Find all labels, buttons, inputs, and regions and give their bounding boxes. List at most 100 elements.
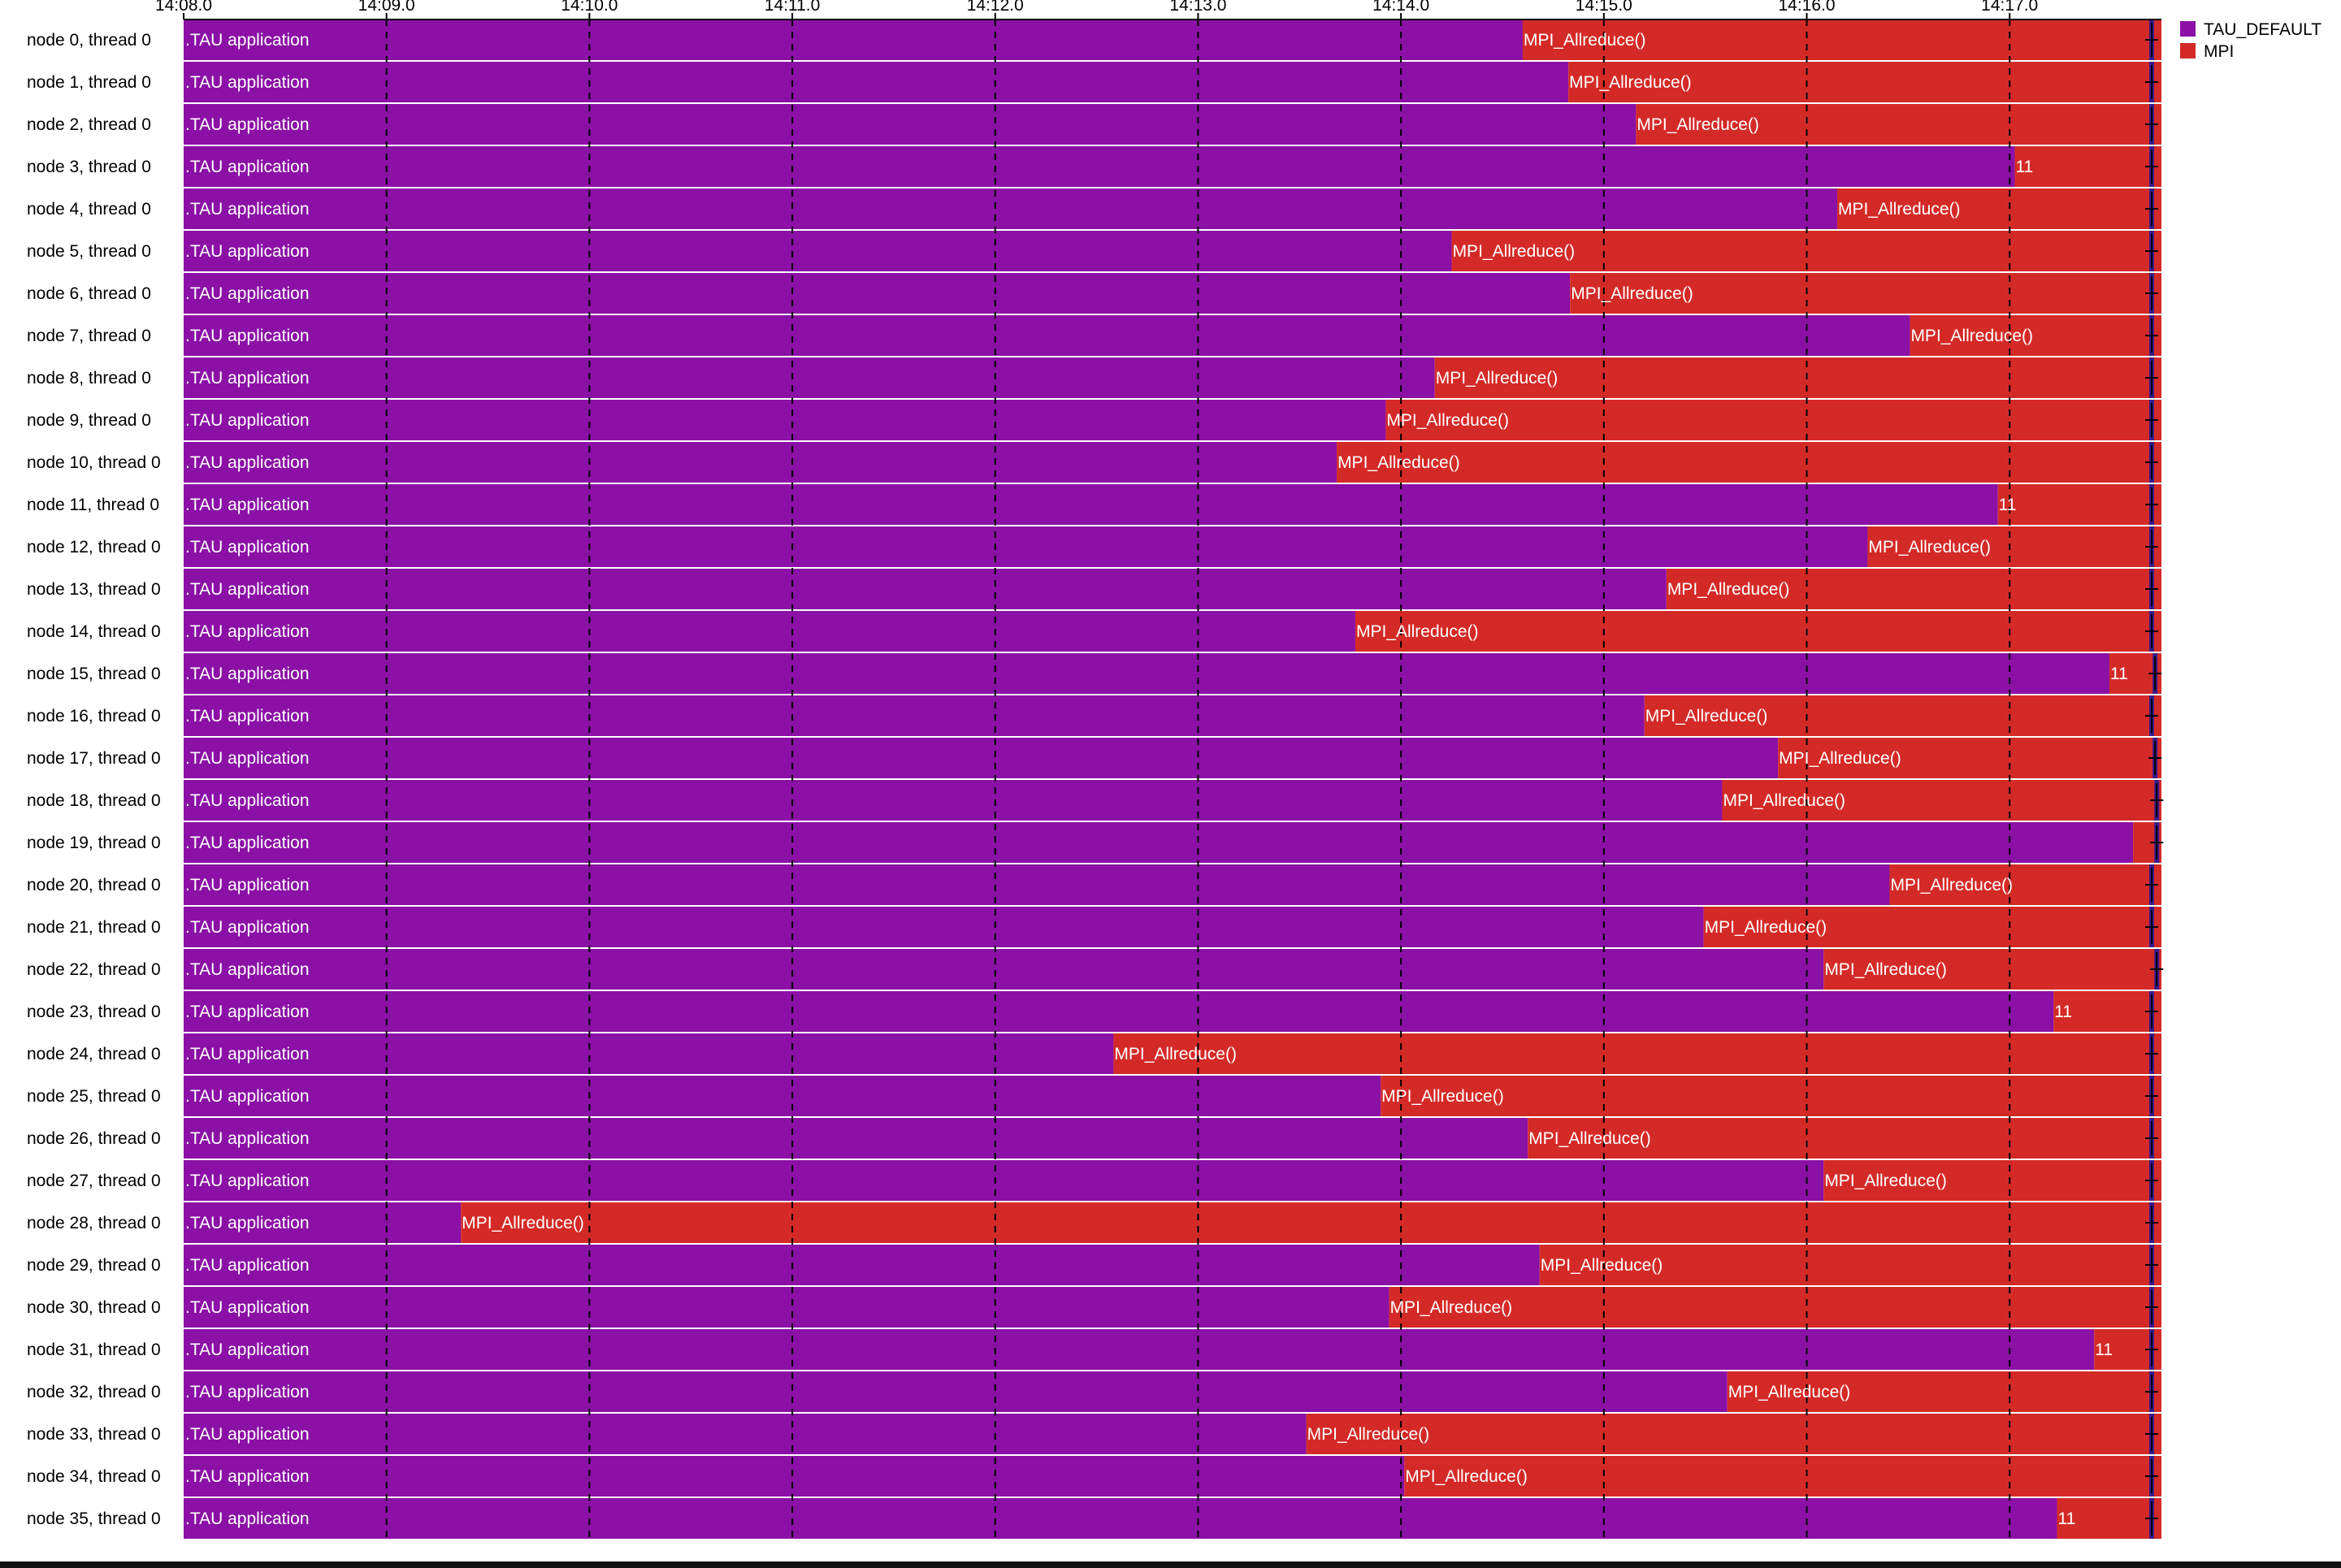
app-segment[interactable] [184, 1287, 1389, 1328]
app-segment[interactable] [184, 695, 1645, 736]
app-segment[interactable] [184, 484, 1998, 525]
mpi-segment[interactable] [1539, 1245, 2161, 1285]
app-segment[interactable] [184, 1414, 1307, 1454]
app-segment[interactable] [184, 1456, 1405, 1497]
app-segment[interactable] [184, 1160, 1824, 1201]
mpi-segment[interactable] [1568, 62, 2161, 102]
app-segment-label: .TAU application [185, 1172, 310, 1190]
app-segment[interactable] [184, 569, 1667, 609]
mpi-segment[interactable] [1528, 1118, 2161, 1159]
mpi-segment-label: MPI_Allreduce() [1524, 31, 1646, 50]
mpi-segment[interactable] [1889, 864, 2161, 905]
mpi-segment-label: 11 [2110, 665, 2128, 683]
mpi-segment[interactable] [1666, 569, 2161, 609]
app-segment[interactable] [184, 1118, 1528, 1159]
app-segment-label: .TAU application [185, 622, 310, 641]
app-segment[interactable] [184, 273, 1571, 314]
app-segment[interactable] [184, 949, 1824, 990]
mpi-segment[interactable] [1385, 400, 2161, 440]
mpi-segment[interactable] [1727, 1371, 2161, 1412]
mpi-segment[interactable] [1636, 104, 2161, 145]
app-segment[interactable] [184, 104, 1637, 145]
app-segment[interactable] [184, 526, 1868, 567]
app-segment[interactable] [184, 315, 1910, 356]
app-segment[interactable] [184, 991, 2054, 1032]
mpi-segment-label: 11 [2057, 1510, 2075, 1528]
mpi-segment[interactable] [2053, 991, 2161, 1032]
row-label: node 1, thread 0 [27, 73, 151, 92]
mpi-segment[interactable] [1113, 1033, 2161, 1074]
mpi-segment[interactable] [1997, 484, 2161, 525]
axis-tick-label: 14:08.0 [155, 0, 212, 15]
mpi-segment-label: 11 [2015, 158, 2033, 176]
app-segment[interactable] [184, 1498, 2057, 1539]
bottom-border [0, 1562, 2341, 1568]
app-segment[interactable] [184, 19, 1523, 60]
app-segment[interactable] [184, 1329, 2095, 1370]
app-segment[interactable] [184, 822, 2134, 863]
mpi-segment-label: MPI_Allreduce() [1436, 369, 1558, 388]
app-segment[interactable] [184, 611, 1355, 652]
app-segment-label: .TAU application [185, 876, 310, 894]
mpi-segment[interactable] [1823, 949, 2161, 990]
row-label: node 18, thread 0 [27, 791, 161, 810]
mpi-segment[interactable] [1910, 315, 2161, 356]
app-segment-label: .TAU application [185, 1256, 310, 1275]
mpi-segment[interactable] [1570, 273, 2161, 314]
mpi-segment[interactable] [1722, 780, 2161, 821]
mpi-segment[interactable] [1522, 19, 2161, 60]
mpi-segment[interactable] [2014, 146, 2161, 187]
row-label: node 21, thread 0 [27, 918, 161, 937]
mpi-segment[interactable] [1355, 611, 2161, 652]
mpi-segment[interactable] [1404, 1456, 2161, 1497]
app-segment[interactable] [184, 1245, 1540, 1285]
mpi-segment[interactable] [1703, 907, 2161, 947]
app-segment-label: .TAU application [185, 31, 310, 50]
mpi-segment-label: MPI_Allreduce() [1824, 1172, 1947, 1190]
app-segment[interactable] [184, 1371, 1728, 1412]
mpi-segment[interactable] [1836, 188, 2161, 229]
mpi-segment-label: 11 [2095, 1341, 2113, 1359]
mpi-segment[interactable] [1306, 1414, 2161, 1454]
app-segment[interactable] [184, 231, 1452, 271]
mpi-segment[interactable] [1778, 738, 2161, 778]
row-label: node 17, thread 0 [27, 749, 161, 768]
mpi-segment[interactable] [1823, 1160, 2161, 1201]
mpi-segment-label: MPI_Allreduce() [1824, 960, 1947, 979]
mpi-segment[interactable] [2057, 1498, 2161, 1539]
app-segment[interactable] [184, 864, 1890, 905]
mpi-segment-label: MPI_Allreduce() [1307, 1425, 1430, 1444]
app-segment[interactable] [184, 188, 1837, 229]
bars-layer [184, 19, 2162, 1539]
mpi-segment[interactable] [1434, 357, 2161, 398]
app-segment-label: .TAU application [185, 665, 310, 683]
app-segment-label: .TAU application [185, 1510, 310, 1528]
app-segment[interactable] [184, 780, 1723, 821]
app-segment[interactable] [184, 1033, 1114, 1074]
axis-tick-label: 14:14.0 [1372, 0, 1429, 15]
app-segment[interactable] [184, 357, 1435, 398]
axis-tick-label: 14:10.0 [561, 0, 618, 15]
app-segment[interactable] [184, 146, 2015, 187]
app-segment[interactable] [184, 400, 1386, 440]
app-segment[interactable] [184, 653, 2109, 694]
app-segment[interactable] [184, 1202, 462, 1243]
mpi-segment[interactable] [1644, 695, 2161, 736]
app-segment[interactable] [184, 738, 1779, 778]
app-segment[interactable] [184, 442, 1337, 483]
row-label: node 10, thread 0 [27, 453, 161, 472]
app-segment[interactable] [184, 907, 1704, 947]
mpi-segment[interactable] [1337, 442, 2161, 483]
row-label: node 2, thread 0 [27, 115, 151, 134]
app-segment-label: .TAU application [185, 1467, 310, 1486]
mpi-segment[interactable] [1867, 526, 2161, 567]
row-label: node 14, thread 0 [27, 622, 161, 641]
mpi-segment[interactable] [461, 1202, 2162, 1243]
mpi-segment[interactable] [1389, 1287, 2161, 1328]
mpi-segment-label: MPI_Allreduce() [1453, 242, 1576, 261]
app-segment-label: .TAU application [185, 284, 310, 303]
app-segment[interactable] [184, 62, 1569, 102]
mpi-segment[interactable] [1381, 1076, 2161, 1116]
app-segment[interactable] [184, 1076, 1381, 1116]
